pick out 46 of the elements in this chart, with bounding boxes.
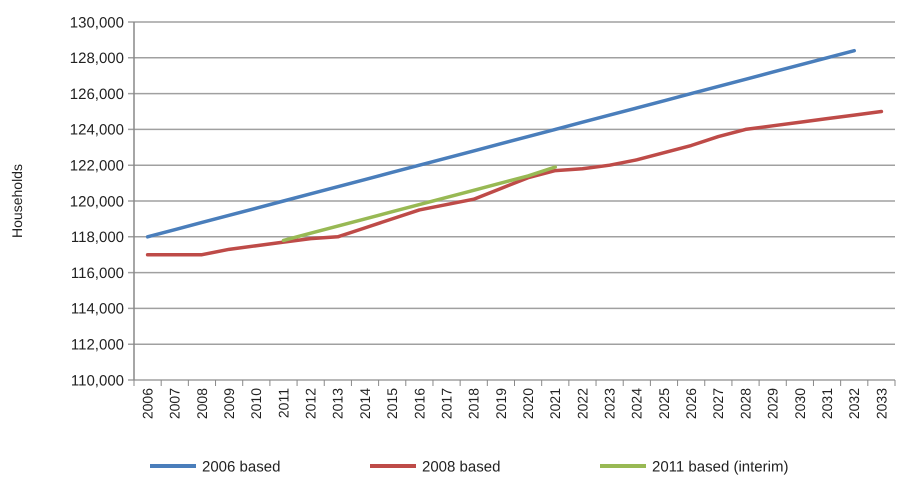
y-tick-label: 114,000 xyxy=(70,300,124,318)
y-tick-label: 122,000 xyxy=(70,157,124,174)
line-series xyxy=(282,165,558,242)
x-tick-label: 2025 xyxy=(656,388,672,420)
y-tick-label: 116,000 xyxy=(70,264,124,282)
x-tick-label: 2020 xyxy=(520,388,536,420)
x-tick-label: 2032 xyxy=(846,388,862,420)
y-tick-label: 112,000 xyxy=(70,336,124,354)
y-tick-label: 130,000 xyxy=(70,14,124,32)
legend-label: 2008 based xyxy=(422,458,500,476)
x-tick-label: 2024 xyxy=(628,388,645,420)
x-tick-label: 2023 xyxy=(602,388,618,420)
y-tick-label: 110,000 xyxy=(70,372,124,390)
line-series xyxy=(146,48,856,239)
x-tick-label: 2006 xyxy=(139,388,156,420)
x-tick-label: 2021 xyxy=(547,388,564,420)
legend-label: 2006 based xyxy=(202,458,280,476)
x-tick-label: 2029 xyxy=(764,388,781,420)
x-tick-label: 2031 xyxy=(818,388,835,420)
x-tick-label: 2026 xyxy=(683,388,700,420)
y-tick-label: 128,000 xyxy=(70,50,124,68)
x-tick-label: 2019 xyxy=(492,388,509,420)
y-tick-label: 124,000 xyxy=(70,122,124,139)
legend-label: 2011 based (interim) xyxy=(652,458,788,476)
x-tick-label: 2016 xyxy=(411,388,428,420)
x-tick-label: 2027 xyxy=(710,388,726,420)
x-tick-label: 2022 xyxy=(574,388,590,420)
x-tick-label: 2018 xyxy=(466,388,482,420)
x-tick-label: 2008 xyxy=(194,388,210,420)
x-tick-label: 2012 xyxy=(302,388,319,420)
line-series xyxy=(146,110,884,256)
x-tick-label: 2030 xyxy=(792,388,808,420)
x-tick-label: 2014 xyxy=(356,388,373,420)
x-tick-label: 2028 xyxy=(737,388,754,420)
x-tick-label: 2010 xyxy=(248,388,264,420)
x-tick-label: 2013 xyxy=(330,388,346,420)
y-axis-title: Households xyxy=(9,164,25,238)
y-tick-label: 126,000 xyxy=(70,86,124,103)
x-tick-label: 2011 xyxy=(275,388,292,418)
x-tick-label: 2017 xyxy=(438,388,454,420)
x-tick-label: 2009 xyxy=(221,388,238,420)
y-tick-label: 120,000 xyxy=(70,193,124,210)
y-tick-label: 118,000 xyxy=(70,229,124,246)
x-tick-label: 2015 xyxy=(384,388,400,420)
x-tick-label: 2033 xyxy=(873,388,890,420)
x-tick-label: 2007 xyxy=(166,388,183,420)
